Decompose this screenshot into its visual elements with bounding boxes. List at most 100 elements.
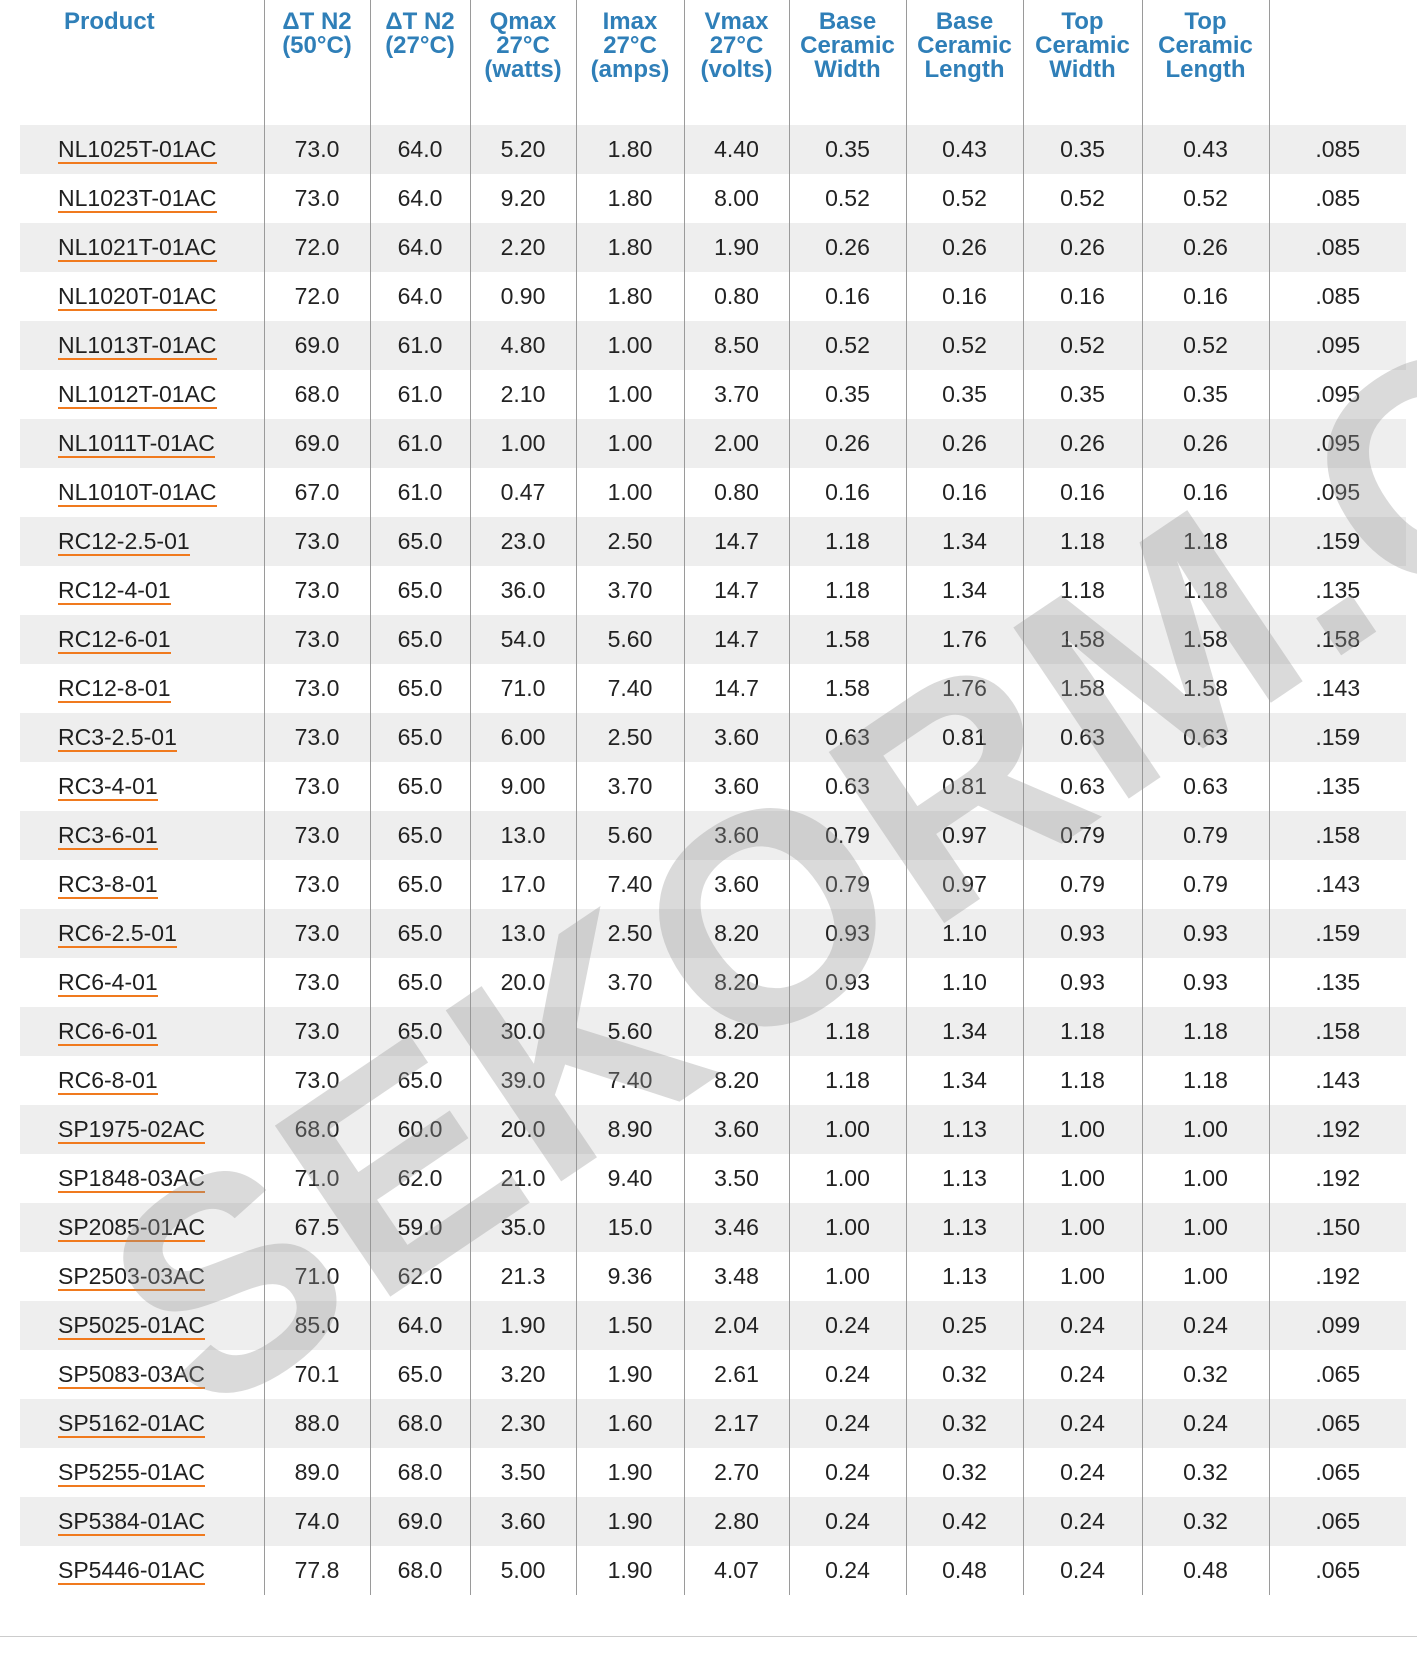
product-link[interactable]: RC3-6-01: [58, 822, 158, 850]
value-cell: 8.90: [575, 1105, 684, 1154]
product-link[interactable]: RC12-2.5-01: [58, 528, 190, 556]
value-cell: .095: [1268, 370, 1406, 419]
value-cell: 4.07: [683, 1546, 789, 1595]
value-cell: 0.24: [788, 1546, 906, 1595]
product-link[interactable]: NL1011T-01AC: [58, 430, 215, 458]
value-cell: 2.50: [575, 713, 684, 762]
value-cell: 8.20: [683, 958, 789, 1007]
value-cell: 0.16: [905, 468, 1023, 517]
product-link[interactable]: SP5083-03AC: [58, 1361, 206, 1389]
product-link[interactable]: SP5255-01AC: [58, 1459, 206, 1487]
value-cell: .065: [1268, 1448, 1406, 1497]
product-link[interactable]: SP2503-03AC: [58, 1263, 206, 1291]
table-row: RC3-2.5-01 73.0 65.0 6.00 2.50 3.60 0.63 0.81 0.…: [20, 713, 1406, 762]
table-row: NL1023T-01AC 73.0 64.0 9.20 1.80 8.00 0.52 0.52…: [20, 174, 1406, 223]
value-cell: 1.90: [575, 1497, 684, 1546]
product-link[interactable]: SP1848-03AC: [58, 1165, 206, 1193]
value-cell: 0.24: [1141, 1301, 1269, 1350]
product-link[interactable]: NL1021T-01AC: [58, 234, 217, 262]
product-link[interactable]: RC12-8-01: [58, 675, 171, 703]
value-cell: 72.0: [263, 272, 370, 321]
table-row: RC6-8-01 73.0 65.0 39.0 7.40 8.20 1.18 1.34 1.18…: [20, 1056, 1406, 1105]
value-cell: 1.80: [575, 125, 684, 174]
column-header-line: (50°C): [282, 32, 352, 59]
product-link[interactable]: RC6-6-01: [58, 1018, 158, 1046]
value-cell: 67.5: [263, 1203, 370, 1252]
product-link[interactable]: SP5446-01AC: [58, 1557, 206, 1585]
column-header: Top Ceramic Width: [1022, 0, 1142, 125]
value-cell: 1.90: [575, 1350, 684, 1399]
value-cell: 70.1: [263, 1350, 370, 1399]
value-cell: 1.90: [469, 1301, 576, 1350]
product-link[interactable]: RC12-6-01: [58, 626, 171, 654]
value-cell: 3.60: [683, 1105, 789, 1154]
value-cell: 21.3: [469, 1252, 576, 1301]
product-link[interactable]: NL1025T-01AC: [58, 136, 217, 164]
product-link[interactable]: RC6-4-01: [58, 969, 158, 997]
value-cell: 65.0: [369, 1007, 470, 1056]
value-cell: 0.52: [905, 321, 1023, 370]
product-link[interactable]: NL1020T-01AC: [58, 283, 217, 311]
column-header-line: 27°C: [603, 32, 657, 59]
product-link[interactable]: RC3-8-01: [58, 871, 158, 899]
value-cell: 65.0: [369, 909, 470, 958]
value-cell: 0.52: [788, 174, 906, 223]
value-cell: 3.60: [469, 1497, 576, 1546]
product-cell: RC12-6-01: [20, 615, 264, 664]
value-cell: .135: [1268, 958, 1406, 1007]
column-header-line: ΔT N2: [385, 8, 455, 35]
product-link[interactable]: NL1023T-01AC: [58, 185, 217, 213]
product-link[interactable]: RC6-8-01: [58, 1067, 158, 1095]
product-link[interactable]: SP1975-02AC: [58, 1116, 206, 1144]
value-cell: 1.00: [1022, 1203, 1142, 1252]
value-cell: 1.34: [905, 566, 1023, 615]
table-row: SP5384-01AC 74.0 69.0 3.60 1.90 2.80 0.24 0.42 0…: [20, 1497, 1406, 1546]
value-cell: 71.0: [469, 664, 576, 713]
product-cell: RC6-6-01: [20, 1007, 264, 1056]
value-cell: 0.24: [788, 1448, 906, 1497]
table-body: NL1025T-01AC 73.0 64.0 5.20 1.80 4.40 0.35 0.43…: [20, 125, 1406, 1595]
table-row: SP2085-01AC 67.5 59.0 35.0 15.0 3.46 1.00 1.13 1…: [20, 1203, 1406, 1252]
value-cell: 1.13: [905, 1105, 1023, 1154]
product-link[interactable]: RC12-4-01: [58, 577, 171, 605]
column-header: Vmax 27°C (volts): [683, 0, 789, 125]
value-cell: 0.32: [905, 1350, 1023, 1399]
product-link[interactable]: SP5025-01AC: [58, 1312, 206, 1340]
value-cell: 1.80: [575, 272, 684, 321]
product-link[interactable]: NL1010T-01AC: [58, 479, 217, 507]
value-cell: 88.0: [263, 1399, 370, 1448]
product-cell: NL1021T-01AC: [20, 223, 264, 272]
value-cell: 4.40: [683, 125, 789, 174]
product-cell: NL1023T-01AC: [20, 174, 264, 223]
column-header-line: Imax: [602, 8, 658, 35]
value-cell: 0.35: [1141, 370, 1269, 419]
value-cell: 4.80: [469, 321, 576, 370]
product-link[interactable]: NL1012T-01AC: [58, 381, 217, 409]
value-cell: 1.58: [1141, 615, 1269, 664]
value-cell: 0.81: [905, 762, 1023, 811]
value-cell: 65.0: [369, 1056, 470, 1105]
product-link[interactable]: SP5162-01AC: [58, 1410, 206, 1438]
product-link[interactable]: SP2085-01AC: [58, 1214, 206, 1242]
value-cell: 0.32: [1141, 1497, 1269, 1546]
value-cell: .099: [1268, 1301, 1406, 1350]
column-header: Qmax 27°C (watts): [469, 0, 576, 125]
value-cell: 0.79: [1141, 860, 1269, 909]
value-cell: 1.00: [1141, 1154, 1269, 1203]
value-cell: 64.0: [369, 223, 470, 272]
value-cell: 0.93: [788, 909, 906, 958]
product-cell: NL1013T-01AC: [20, 321, 264, 370]
value-cell: 0.52: [788, 321, 906, 370]
product-link[interactable]: SP5384-01AC: [58, 1508, 206, 1536]
product-link[interactable]: NL1013T-01AC: [58, 332, 217, 360]
value-cell: 20.0: [469, 1105, 576, 1154]
value-cell: .085: [1268, 174, 1406, 223]
product-link[interactable]: RC3-2.5-01: [58, 724, 177, 752]
value-cell: 0.80: [683, 272, 789, 321]
product-link[interactable]: RC3-4-01: [58, 773, 158, 801]
value-cell: 1.00: [1141, 1203, 1269, 1252]
product-cell: RC12-8-01: [20, 664, 264, 713]
product-link[interactable]: RC6-2.5-01: [58, 920, 177, 948]
value-cell: 73.0: [263, 125, 370, 174]
column-header: [1268, 0, 1406, 125]
